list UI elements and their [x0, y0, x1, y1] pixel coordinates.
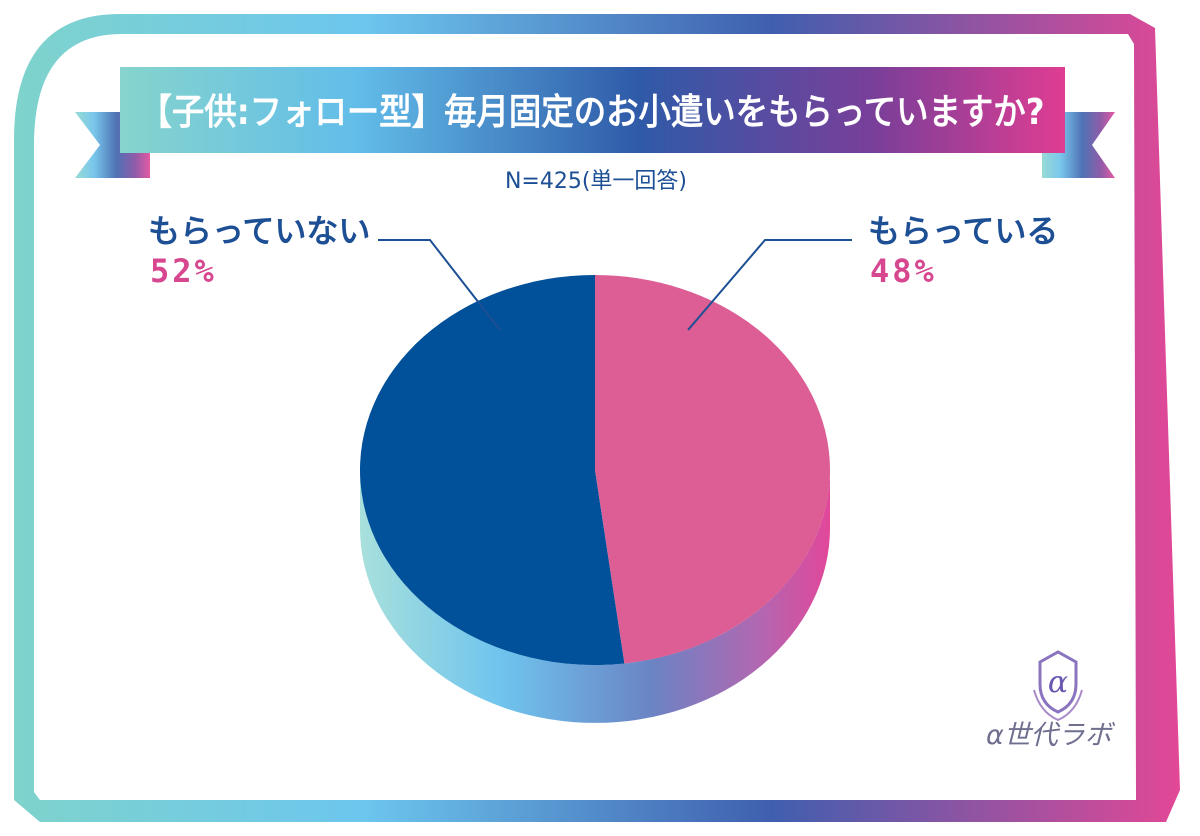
slice-percent-not-receiving: 52% — [150, 252, 217, 290]
pie-chart — [360, 275, 830, 723]
ribbon-band — [120, 67, 1065, 153]
pie-side — [360, 470, 830, 723]
leader-line-receiving — [687, 239, 852, 331]
shield-icon: α — [1033, 650, 1083, 722]
slice-percent-receiving: 48% — [870, 252, 937, 290]
title-banner: 【子供:フォロー型】毎月固定のお小遣いをもらっていますか? — [75, 67, 1115, 178]
label-group-not-receiving: もらっていない 52% — [148, 212, 501, 331]
sample-size-note: N=425(単一回答) — [505, 169, 687, 194]
logo-text: α世代ラボ — [986, 720, 1116, 751]
pie-slice-not-receiving — [360, 275, 625, 665]
alpha-sedai-lab-logo: α α世代ラボ — [986, 650, 1116, 751]
leader-line-not-receiving — [378, 239, 501, 331]
slice-label-receiving: もらっている — [868, 212, 1058, 250]
label-group-receiving: もらっている 48% — [687, 212, 1058, 331]
pie-slice-receiving — [595, 275, 830, 664]
chart-title: 【子供:フォロー型】毎月固定のお小遣いをもらっていますか? — [140, 92, 1045, 133]
svg-text:α: α — [1048, 665, 1068, 700]
slice-label-not-receiving: もらっていない — [148, 212, 370, 250]
